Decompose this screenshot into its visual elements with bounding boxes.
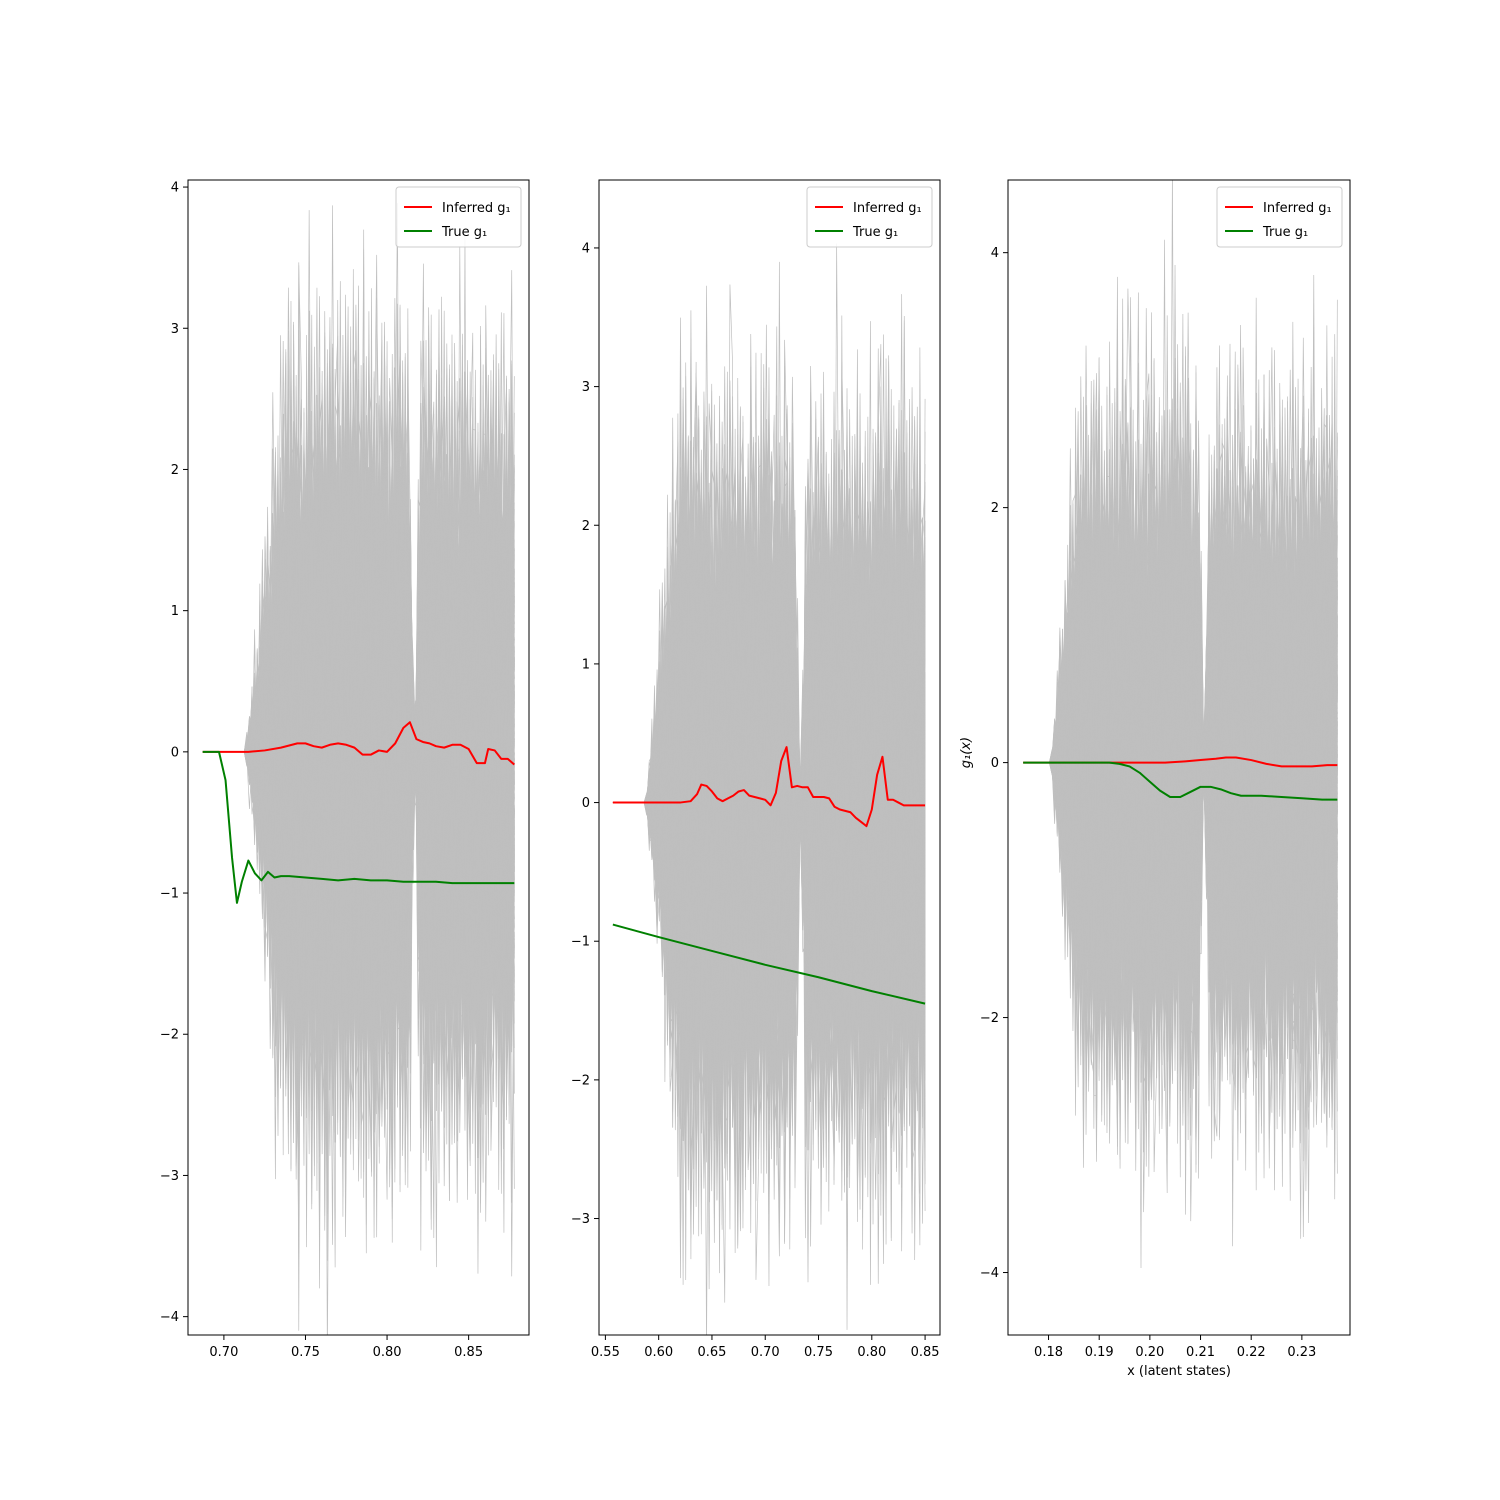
true-g1-line [202,750,515,904]
sample-path [1023,490,1338,1071]
legend-label: Inferred g₁ [442,201,511,216]
x-tick-label: 0.22 [1237,1345,1266,1360]
sample-path [1023,373,1338,1118]
x-tick-label: 0.21 [1186,1345,1215,1360]
legend-label: True g₁ [852,225,898,240]
y-tick-label: −1 [571,935,590,950]
legend: Inferred g₁ True g₁ [806,186,933,248]
y-tick-label: −2 [571,1073,590,1088]
sample-path [202,424,515,1179]
sample-path [202,297,515,1007]
x-tick-label: 0.70 [751,1345,780,1360]
x-tick-label: 0.20 [1135,1345,1164,1360]
sample-path [202,346,515,1074]
sample-path [1023,396,1338,1103]
x-tick-label: 0.60 [644,1345,673,1360]
y-tick-label: 0 [582,796,590,811]
true-g1-line [612,923,926,1005]
sample-path [612,414,926,1232]
y-tick-label: 1 [582,657,590,672]
x-axis-label: x (latent states) [1127,1364,1231,1379]
x-tick-label: 0.18 [1034,1345,1063,1360]
legend: Inferred g₁ True g₁ [1216,186,1343,248]
y-tick-label: 4 [582,241,590,256]
x-tick-label: 0.80 [373,1345,402,1360]
y-tick-label: 4 [991,246,999,261]
y-axis-label: g₁(x) [959,737,974,768]
sample-path [1023,395,1338,1117]
legend-label: True g₁ [1262,225,1308,240]
inferred-g1-line [202,721,515,766]
y-tick-label: 2 [171,463,179,478]
background-samples [612,243,926,1335]
y-tick-label: −2 [160,1028,179,1043]
y-tick-label: −3 [571,1212,590,1227]
panel-2: 0.55 0.60 0.65 0.70 0.75 0.80 0.85 −3 −2 −1 0 1 2 3 4 I… [571,179,941,1360]
y-tick-label: 3 [582,380,590,395]
legend: Inferred g₁ True g₁ [395,186,522,248]
y-tick-label: 0 [171,745,179,760]
x-tick-label: 0.85 [454,1345,483,1360]
y-tick-label: 2 [991,501,999,516]
x-tick-label: 0.65 [697,1345,726,1360]
sample-path [1023,352,1338,1029]
panel-3: 0.18 0.19 0.20 0.21 0.22 0.23 −4 −2 0 2 4 x (latent… [959,179,1351,1379]
legend-label: True g₁ [441,225,487,240]
sample-path [612,523,926,1099]
background-samples [1023,180,1338,1268]
y-tick-label: 1 [171,604,179,619]
y-tick-label: 3 [171,322,179,337]
panel-1: 0.70 0.75 0.80 0.85 −4 −3 −2 −1 0 1 2 3 4 Inferred g₁… [160,179,530,1360]
x-tick-label: 0.55 [591,1345,620,1360]
y-tick-label: −4 [160,1310,179,1325]
sample-path [612,317,926,1126]
sample-path [1023,434,1338,1081]
inferred-g1-line [1023,756,1338,768]
x-tick-label: 0.80 [857,1345,886,1360]
legend-label: Inferred g₁ [853,201,922,216]
y-tick-label: 0 [991,756,999,771]
axes-frame [1007,179,1351,1336]
sample-path [202,249,515,1009]
x-tick-label: 0.19 [1085,1345,1114,1360]
axes-frame [598,179,941,1336]
y-tick-label: −3 [160,1169,179,1184]
x-tick-label: 0.75 [291,1345,320,1360]
x-tick-label: 0.70 [209,1345,238,1360]
y-tick-label: −2 [980,1011,999,1026]
y-tick-label: −1 [160,887,179,902]
y-tick-label: 4 [171,181,179,196]
axes-frame [187,179,530,1336]
background-samples [202,203,515,1335]
legend-label: Inferred g₁ [1263,201,1332,216]
x-tick-label: 0.23 [1287,1345,1316,1360]
x-tick-label: 0.85 [911,1345,940,1360]
y-tick-label: −4 [980,1266,999,1281]
inferred-g1-line [612,746,926,828]
true-g1-line [1023,761,1338,801]
x-tick-label: 0.75 [804,1345,833,1360]
y-tick-label: 2 [582,519,590,534]
